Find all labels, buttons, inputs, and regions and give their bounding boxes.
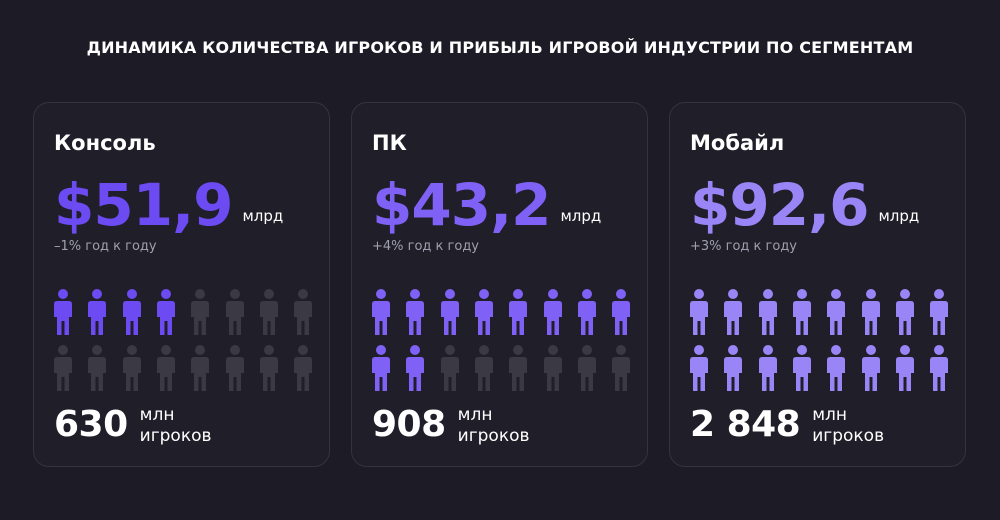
- revenue-unit: млрд: [560, 207, 602, 225]
- players-value: 630: [54, 404, 128, 445]
- person-icon: [543, 289, 562, 335]
- players-caption: млн игроков: [458, 405, 530, 447]
- person-icon: [758, 345, 777, 391]
- person-icon: [792, 289, 811, 335]
- person-icon: [509, 289, 528, 335]
- person-icon: [861, 345, 880, 391]
- person-icon: [861, 289, 880, 335]
- revenue-row: $51,9 млрд: [54, 161, 283, 241]
- person-icon: [440, 289, 459, 335]
- players-row: 2 848 млн игроков: [690, 405, 884, 447]
- revenue-row: $92,6 млрд: [690, 161, 919, 241]
- person-icon: [724, 345, 743, 391]
- players-label: игроков: [812, 426, 885, 446]
- players-row: 908 млн игроков: [372, 405, 530, 447]
- growth-rate: –1% год к году: [54, 239, 157, 254]
- players-caption: млн игроков: [140, 405, 212, 447]
- person-icon: [930, 345, 949, 391]
- person-icon: [372, 289, 390, 335]
- person-icon: [294, 345, 313, 391]
- person-icon: [54, 289, 72, 335]
- segment-card-mobile: Мобайл $92,6 млрд +3% год к году 2 848 м…: [669, 102, 966, 467]
- growth-rate: +3% год к году: [690, 239, 798, 254]
- players-unit: млн: [812, 405, 848, 425]
- person-icon: [191, 345, 210, 391]
- revenue-value: $51,9: [54, 171, 233, 239]
- segment-name: Мобайл: [690, 131, 785, 155]
- person-icon: [509, 345, 528, 391]
- players-unit: млн: [139, 405, 175, 425]
- players-row: 630 млн игроков: [54, 405, 212, 447]
- segment-name: Консоль: [54, 131, 156, 155]
- person-icon: [474, 289, 493, 335]
- revenue-unit: млрд: [242, 207, 284, 225]
- revenue-unit: млрд: [878, 207, 920, 225]
- players-label: игроков: [457, 426, 530, 446]
- person-icon: [690, 345, 708, 391]
- segment-name: ПК: [372, 131, 407, 155]
- person-icon: [225, 345, 244, 391]
- growth-rate: +4% год к году: [372, 239, 480, 254]
- person-icon: [827, 289, 846, 335]
- person-icon: [88, 345, 107, 391]
- person-icon: [895, 345, 914, 391]
- person-icon: [930, 289, 949, 335]
- person-icon: [827, 345, 846, 391]
- person-icon: [543, 345, 562, 391]
- person-icon: [156, 345, 175, 391]
- person-icon: [225, 289, 244, 335]
- segment-card-pc: ПК $43,2 млрд +4% год к году 908 млн игр…: [351, 102, 648, 467]
- person-icon: [895, 289, 914, 335]
- chart-title: ДИНАМИКА КОЛИЧЕСТВА ИГРОКОВ И ПРИБЫЛЬ ИГ…: [86, 38, 914, 57]
- person-icon: [406, 345, 425, 391]
- person-icon: [122, 345, 141, 391]
- players-caption: млн игроков: [812, 405, 884, 447]
- person-icon: [758, 289, 777, 335]
- person-icon: [577, 289, 596, 335]
- player-icon-grid: [372, 289, 632, 399]
- person-icon: [372, 345, 390, 391]
- players-value: 2 848: [690, 404, 801, 445]
- players-value: 908: [372, 404, 446, 445]
- segment-card-console: Консоль $51,9 млрд –1% год к году 630 мл…: [33, 102, 330, 467]
- person-icon: [577, 345, 596, 391]
- person-icon: [612, 345, 631, 391]
- person-icon: [690, 289, 708, 335]
- revenue-row: $43,2 млрд: [372, 161, 601, 241]
- person-icon: [724, 289, 743, 335]
- player-icon-grid: [690, 289, 950, 399]
- person-icon: [88, 289, 107, 335]
- person-icon: [54, 345, 72, 391]
- person-icon: [440, 345, 459, 391]
- players-label: игроков: [139, 426, 212, 446]
- person-icon: [191, 289, 210, 335]
- person-icon: [156, 289, 175, 335]
- person-icon: [259, 345, 278, 391]
- person-icon: [406, 289, 425, 335]
- person-icon: [612, 289, 631, 335]
- person-icon: [122, 289, 141, 335]
- revenue-value: $43,2: [372, 171, 551, 239]
- players-unit: млн: [457, 405, 493, 425]
- revenue-value: $92,6: [690, 171, 869, 239]
- person-icon: [792, 345, 811, 391]
- person-icon: [259, 289, 278, 335]
- person-icon: [474, 345, 493, 391]
- person-icon: [294, 289, 313, 335]
- player-icon-grid: [54, 289, 314, 399]
